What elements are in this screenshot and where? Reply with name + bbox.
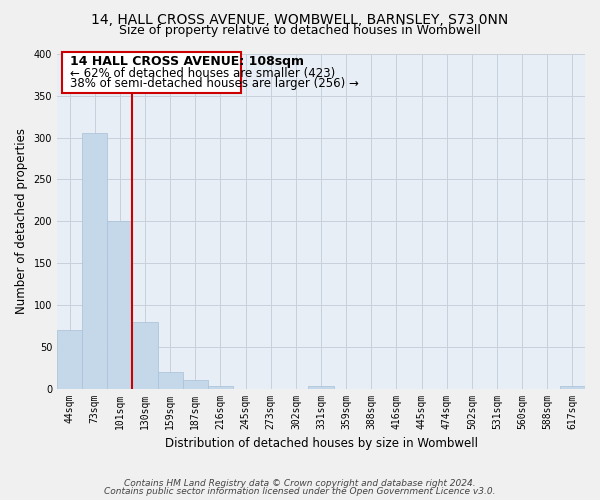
Bar [107, 222, 133, 388]
Text: Size of property relative to detached houses in Wombwell: Size of property relative to detached ho… [119, 24, 481, 37]
Bar [133, 322, 158, 388]
Bar [308, 386, 334, 388]
Bar [82, 134, 107, 388]
Text: 14, HALL CROSS AVENUE, WOMBWELL, BARNSLEY, S73 0NN: 14, HALL CROSS AVENUE, WOMBWELL, BARNSLE… [91, 12, 509, 26]
Bar [208, 386, 233, 388]
Text: 14 HALL CROSS AVENUE: 108sqm: 14 HALL CROSS AVENUE: 108sqm [70, 55, 304, 68]
Bar [560, 386, 585, 388]
Text: Contains HM Land Registry data © Crown copyright and database right 2024.: Contains HM Land Registry data © Crown c… [124, 478, 476, 488]
Bar [158, 372, 183, 388]
X-axis label: Distribution of detached houses by size in Wombwell: Distribution of detached houses by size … [164, 437, 478, 450]
Bar [57, 330, 82, 388]
Text: ← 62% of detached houses are smaller (423): ← 62% of detached houses are smaller (42… [70, 66, 335, 80]
Bar [62, 52, 241, 94]
Y-axis label: Number of detached properties: Number of detached properties [15, 128, 28, 314]
Text: 38% of semi-detached houses are larger (256) →: 38% of semi-detached houses are larger (… [70, 78, 358, 90]
Text: Contains public sector information licensed under the Open Government Licence v3: Contains public sector information licen… [104, 487, 496, 496]
Bar [183, 380, 208, 388]
